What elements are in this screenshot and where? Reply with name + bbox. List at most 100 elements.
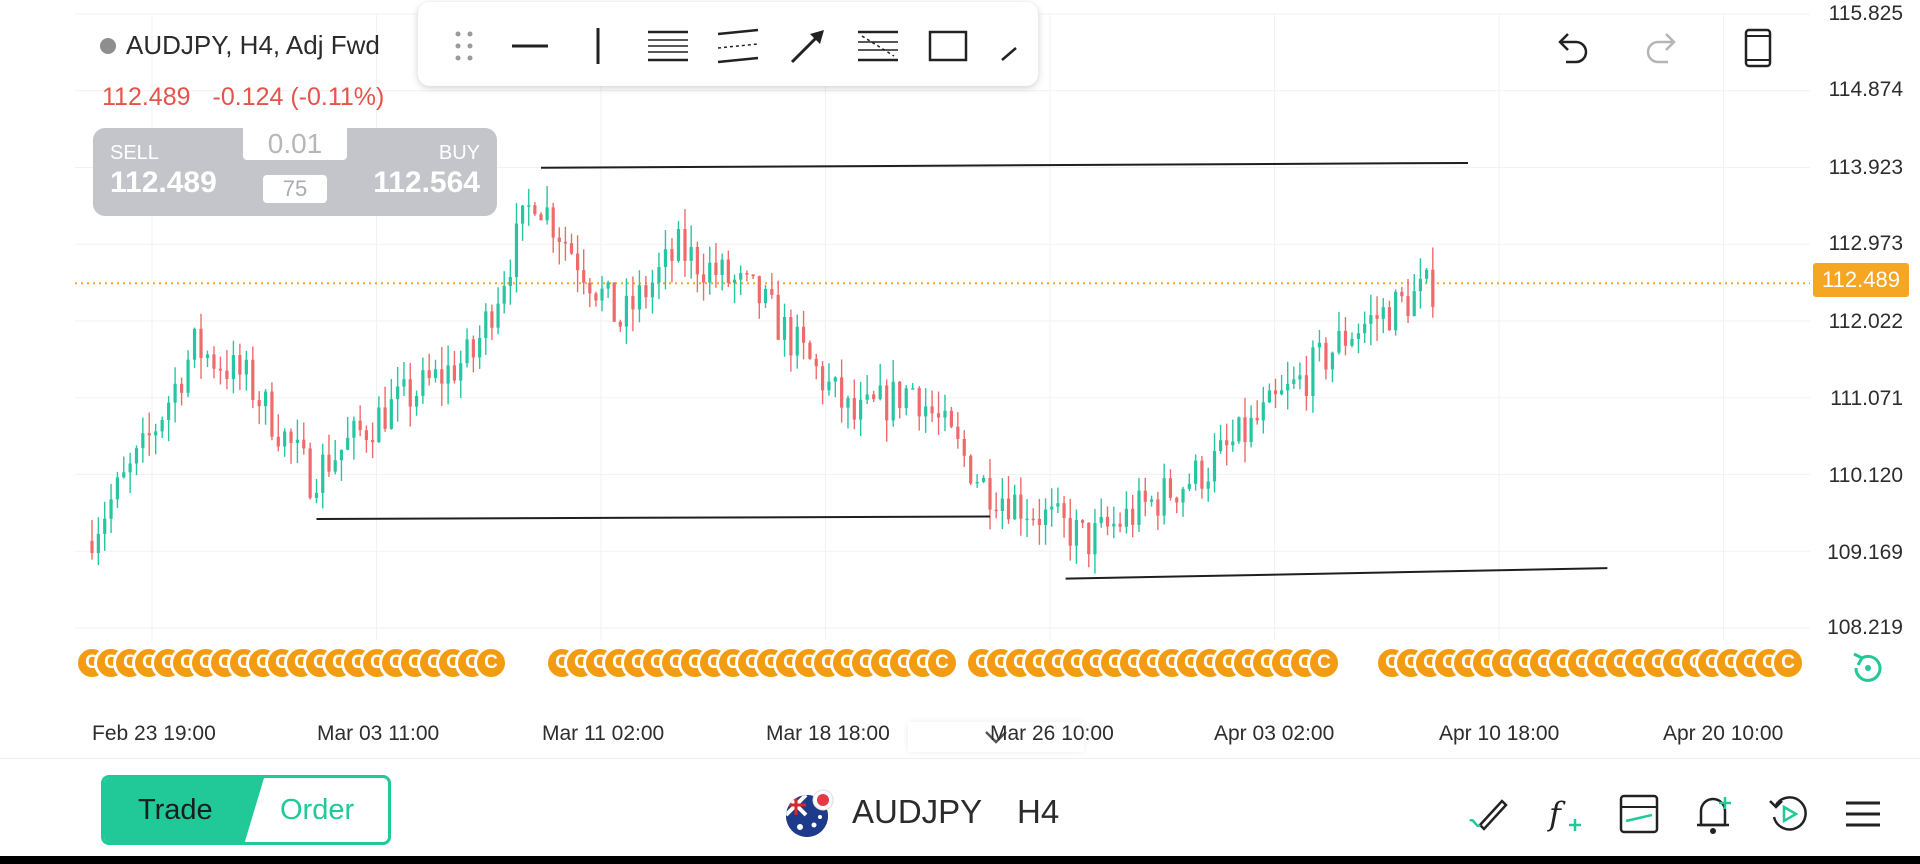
candle-body bbox=[446, 365, 450, 384]
candle-body bbox=[408, 379, 412, 407]
candle-body bbox=[490, 311, 494, 328]
candle-body bbox=[618, 321, 622, 327]
lot-size-input[interactable]: 0.01 bbox=[243, 128, 347, 160]
candle-body bbox=[1093, 523, 1097, 555]
timeframe-label[interactable]: H4 bbox=[1017, 793, 1060, 830]
event-coin-icon[interactable]: C bbox=[925, 646, 959, 680]
quick-trade-panel: SELL 112.489 BUY 112.564 0.01 75 bbox=[93, 128, 497, 216]
candle-body bbox=[199, 328, 203, 358]
candle-body bbox=[891, 381, 895, 421]
candle-body bbox=[988, 478, 992, 510]
candle-body bbox=[1105, 516, 1110, 527]
candle-body bbox=[782, 317, 787, 340]
candle-body bbox=[514, 223, 519, 278]
time-axis-scroll-handle[interactable] bbox=[908, 722, 1084, 752]
candle-body bbox=[1400, 291, 1404, 297]
rectangle-icon[interactable] bbox=[926, 24, 970, 68]
candle-body bbox=[949, 410, 954, 427]
trend-channel-icon[interactable] bbox=[716, 24, 760, 68]
fib-icon[interactable] bbox=[856, 24, 900, 68]
horizontal-line-icon[interactable] bbox=[508, 24, 552, 68]
vertical-line-icon[interactable] bbox=[576, 24, 620, 68]
event-coin-icon[interactable]: C bbox=[1307, 646, 1341, 680]
menu-icon[interactable] bbox=[1838, 789, 1888, 839]
candle-body bbox=[1181, 488, 1185, 503]
tab-trade[interactable]: Trade bbox=[104, 778, 264, 842]
candle-body bbox=[205, 354, 210, 358]
arrow-icon[interactable] bbox=[786, 24, 830, 68]
event-coin-icon[interactable]: C bbox=[1771, 646, 1805, 680]
chart-settings-icon[interactable] bbox=[1614, 789, 1664, 839]
trendline-support-2[interactable] bbox=[1065, 567, 1608, 580]
buy-price[interactable]: 112.564 bbox=[373, 166, 480, 199]
candle-body bbox=[396, 386, 400, 400]
brush-icon[interactable] bbox=[986, 24, 1030, 68]
candle-body bbox=[588, 282, 592, 294]
draw-tools-icon[interactable] bbox=[1464, 789, 1514, 839]
candle-body bbox=[911, 388, 915, 390]
candle-body bbox=[527, 205, 531, 207]
candle-body bbox=[308, 448, 312, 498]
candle-body bbox=[218, 368, 223, 371]
candle-body bbox=[720, 259, 724, 276]
add-alert-icon[interactable] bbox=[1689, 789, 1739, 839]
candle-body bbox=[1324, 342, 1328, 370]
candle-body bbox=[1087, 522, 1091, 555]
event-coin-icon[interactable]: C bbox=[474, 646, 508, 680]
candle-body bbox=[212, 354, 216, 369]
candle-body bbox=[90, 540, 94, 554]
candle-body bbox=[859, 399, 863, 420]
sell-label[interactable]: SELL bbox=[110, 142, 159, 164]
parallel-channel-icon[interactable] bbox=[646, 24, 690, 68]
quantity-input[interactable]: 75 bbox=[263, 175, 327, 203]
price-tick: 110.120 bbox=[1828, 464, 1903, 487]
candle-body bbox=[96, 533, 100, 554]
market-status-dot bbox=[100, 37, 116, 54]
candle-body bbox=[1062, 503, 1066, 519]
buy-label[interactable]: BUY bbox=[438, 142, 480, 164]
candle-body bbox=[1412, 291, 1416, 317]
drawn-trendlines[interactable] bbox=[316, 161, 1608, 580]
candle-body bbox=[539, 214, 543, 221]
candle-body bbox=[402, 379, 406, 387]
candle-body bbox=[276, 436, 280, 447]
candle-body bbox=[833, 377, 837, 382]
candle-body bbox=[167, 402, 171, 421]
candle-body bbox=[852, 398, 856, 420]
symbol-name[interactable]: AUDJPY bbox=[852, 793, 983, 830]
candle-body bbox=[551, 207, 555, 238]
candle-body bbox=[1356, 333, 1361, 339]
candle-body bbox=[346, 437, 350, 450]
symbol-line: AUDJPY, H4, Adj Fwd bbox=[126, 30, 380, 60]
phone-layout-icon[interactable] bbox=[1736, 26, 1780, 70]
undo-icon[interactable] bbox=[1550, 26, 1594, 70]
australia-flag-icon[interactable] bbox=[786, 795, 828, 837]
candle-body bbox=[1237, 417, 1241, 442]
indicators-icon[interactable]: f bbox=[1539, 789, 1589, 839]
reset-chart-icon[interactable] bbox=[1848, 648, 1888, 688]
trendline-support-1[interactable] bbox=[316, 515, 991, 520]
replay-icon[interactable] bbox=[1764, 789, 1814, 839]
candle-body bbox=[801, 326, 806, 343]
candle-body bbox=[975, 481, 979, 484]
candle-body bbox=[1080, 520, 1085, 523]
trendline-resistance[interactable] bbox=[540, 161, 1469, 169]
candle-body bbox=[898, 381, 902, 408]
drag-handle-icon[interactable] bbox=[442, 24, 486, 68]
candle-body bbox=[128, 463, 132, 473]
tab-order[interactable]: Order bbox=[280, 794, 355, 826]
redo-icon[interactable] bbox=[1640, 26, 1684, 70]
candle-body bbox=[962, 438, 966, 456]
candle-body bbox=[283, 431, 287, 447]
candle-body bbox=[520, 205, 525, 224]
candle-body bbox=[814, 358, 818, 367]
drawing-toolbar bbox=[418, 2, 1038, 86]
time-tick: Mar 03 11:00 bbox=[317, 722, 440, 745]
sell-price[interactable]: 112.489 bbox=[110, 166, 217, 199]
candle-body bbox=[109, 499, 113, 519]
time-tick: Mar 18 18:00 bbox=[766, 722, 890, 745]
candle-body bbox=[1074, 520, 1079, 546]
candle-body bbox=[714, 262, 718, 276]
